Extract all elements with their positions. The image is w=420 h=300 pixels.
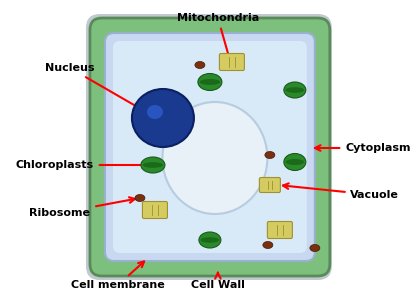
Ellipse shape bbox=[310, 244, 320, 251]
Ellipse shape bbox=[286, 159, 304, 165]
Text: Cytoplasm: Cytoplasm bbox=[315, 143, 411, 153]
FancyBboxPatch shape bbox=[90, 18, 330, 276]
Ellipse shape bbox=[265, 152, 275, 158]
Ellipse shape bbox=[284, 82, 306, 98]
Ellipse shape bbox=[163, 102, 268, 214]
Text: Nucleus: Nucleus bbox=[45, 63, 144, 110]
Ellipse shape bbox=[263, 242, 273, 248]
Ellipse shape bbox=[135, 194, 145, 202]
Ellipse shape bbox=[141, 157, 165, 173]
FancyBboxPatch shape bbox=[113, 41, 307, 253]
FancyBboxPatch shape bbox=[86, 14, 332, 280]
Ellipse shape bbox=[284, 154, 306, 170]
Ellipse shape bbox=[199, 232, 221, 248]
FancyBboxPatch shape bbox=[268, 221, 292, 239]
Ellipse shape bbox=[143, 162, 163, 168]
Text: Vacuole: Vacuole bbox=[283, 183, 399, 200]
Text: Cell membrane: Cell membrane bbox=[71, 261, 165, 290]
Text: Chloroplasts: Chloroplasts bbox=[16, 160, 148, 170]
Text: Ribosome: Ribosome bbox=[29, 197, 135, 218]
Text: Mitochondria: Mitochondria bbox=[177, 13, 259, 62]
Ellipse shape bbox=[201, 237, 219, 243]
Ellipse shape bbox=[132, 89, 194, 147]
Ellipse shape bbox=[198, 74, 222, 91]
FancyBboxPatch shape bbox=[260, 178, 281, 193]
FancyBboxPatch shape bbox=[219, 53, 244, 70]
Ellipse shape bbox=[286, 87, 304, 93]
Ellipse shape bbox=[200, 79, 220, 85]
FancyBboxPatch shape bbox=[105, 33, 315, 261]
Ellipse shape bbox=[147, 105, 163, 119]
Ellipse shape bbox=[195, 61, 205, 68]
FancyBboxPatch shape bbox=[142, 202, 168, 218]
Text: Cell Wall: Cell Wall bbox=[191, 273, 245, 290]
